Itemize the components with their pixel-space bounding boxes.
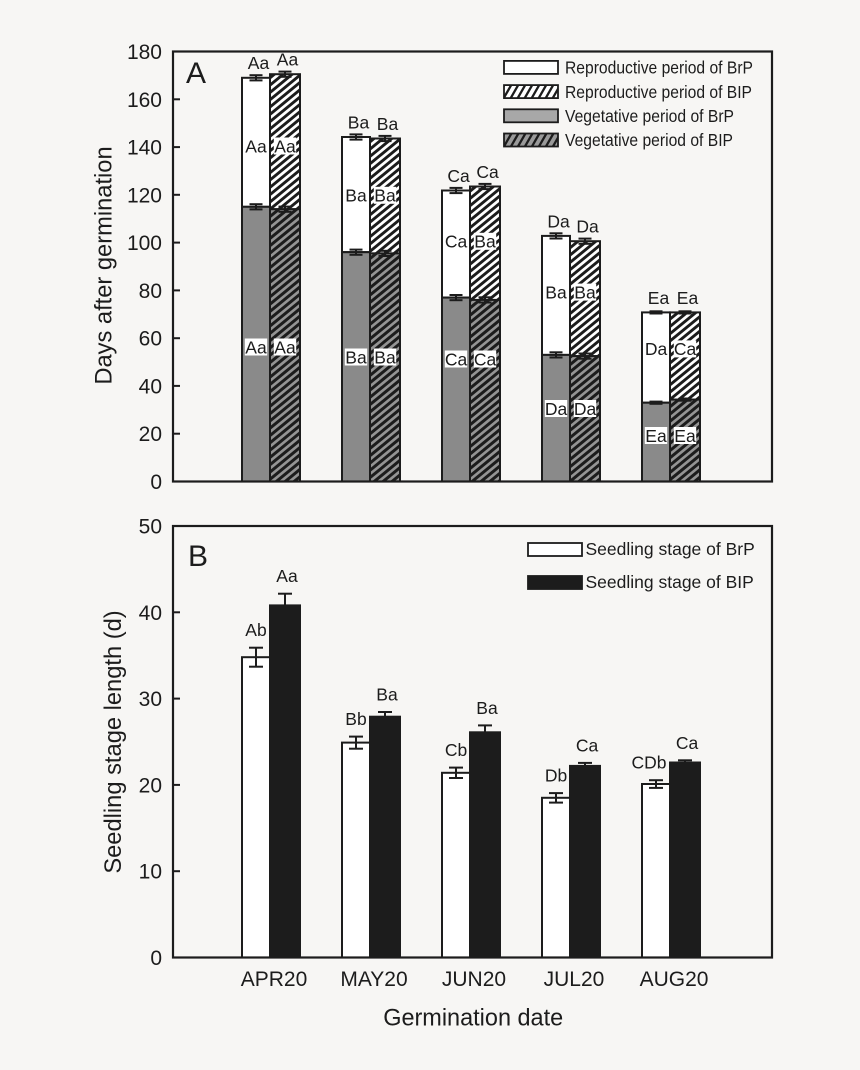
svg-text:Seedling stage length (d): Seedling stage length (d) <box>101 610 127 873</box>
svg-text:CDb: CDb <box>631 753 666 773</box>
svg-text:A: A <box>186 57 206 90</box>
svg-text:Ab: Ab <box>245 620 266 640</box>
svg-text:Ba: Ba <box>348 112 370 132</box>
svg-text:140: 140 <box>127 137 162 160</box>
svg-text:Ba: Ba <box>377 114 399 134</box>
svg-text:Ca: Ca <box>445 232 468 252</box>
svg-text:Ea: Ea <box>645 426 667 446</box>
svg-text:Days after germination: Days after germination <box>91 146 117 384</box>
svg-text:Ba: Ba <box>474 232 496 252</box>
svg-text:Vegetative period of BrP: Vegetative period of BrP <box>565 106 734 126</box>
svg-text:160: 160 <box>127 89 162 112</box>
svg-text:Da: Da <box>645 339 668 359</box>
svg-text:Aa: Aa <box>245 337 267 357</box>
svg-text:80: 80 <box>139 280 162 303</box>
svg-text:Ca: Ca <box>676 733 699 753</box>
svg-text:Ca: Ca <box>447 166 470 186</box>
svg-text:Ca: Ca <box>576 735 599 755</box>
svg-text:B: B <box>188 540 208 573</box>
svg-text:0: 0 <box>150 471 162 494</box>
svg-text:MAY20: MAY20 <box>340 968 407 991</box>
svg-text:Aa: Aa <box>274 337 296 357</box>
svg-text:20: 20 <box>139 774 162 797</box>
svg-text:Seedling stage of BIP: Seedling stage of BIP <box>586 572 754 592</box>
svg-text:40: 40 <box>139 375 162 398</box>
svg-text:180: 180 <box>127 41 162 64</box>
svg-text:Ba: Ba <box>345 186 367 206</box>
svg-text:APR20: APR20 <box>241 968 308 991</box>
svg-text:100: 100 <box>127 232 162 255</box>
svg-text:AUG20: AUG20 <box>640 968 709 991</box>
svg-text:Ca: Ca <box>674 339 697 359</box>
svg-text:40: 40 <box>139 602 162 625</box>
svg-text:Aa: Aa <box>274 136 296 156</box>
svg-text:Ba: Ba <box>545 282 567 302</box>
svg-text:Ba: Ba <box>374 186 396 206</box>
svg-text:Ba: Ba <box>574 282 596 302</box>
svg-text:Aa: Aa <box>248 53 270 73</box>
svg-text:Seedling stage of BrP: Seedling stage of BrP <box>586 539 755 559</box>
svg-text:Vegetative period of BIP: Vegetative period of BIP <box>565 130 733 150</box>
svg-text:Ea: Ea <box>648 288 670 308</box>
svg-text:Cb: Cb <box>445 740 467 760</box>
svg-text:Germination date: Germination date <box>383 1006 563 1032</box>
svg-text:Da: Da <box>576 217 599 237</box>
svg-text:JUN20: JUN20 <box>442 968 506 991</box>
svg-text:Db: Db <box>545 766 567 786</box>
svg-text:60: 60 <box>139 328 162 351</box>
svg-text:Aa: Aa <box>245 136 267 156</box>
svg-text:Ba: Ba <box>345 347 367 367</box>
svg-text:Bb: Bb <box>345 709 366 729</box>
svg-text:Ca: Ca <box>476 162 499 182</box>
svg-text:120: 120 <box>127 184 162 207</box>
svg-text:Ea: Ea <box>677 288 699 308</box>
svg-text:30: 30 <box>139 688 162 711</box>
svg-text:20: 20 <box>139 423 162 446</box>
svg-text:Ba: Ba <box>376 685 398 705</box>
svg-text:JUL20: JUL20 <box>544 968 605 991</box>
svg-text:Reproductive period of BIP: Reproductive period of BIP <box>565 82 752 102</box>
svg-text:Ea: Ea <box>674 426 696 446</box>
svg-text:10: 10 <box>139 861 162 884</box>
svg-text:Da: Da <box>545 399 568 419</box>
svg-text:Ba: Ba <box>476 698 498 718</box>
svg-text:Da: Da <box>547 211 570 231</box>
svg-text:0: 0 <box>150 947 162 970</box>
svg-text:Reproductive period of BrP: Reproductive period of BrP <box>565 58 753 78</box>
svg-text:Aa: Aa <box>276 566 298 586</box>
svg-text:50: 50 <box>139 516 162 539</box>
svg-text:Aa: Aa <box>277 50 299 70</box>
svg-text:Da: Da <box>574 399 597 419</box>
svg-text:Ba: Ba <box>374 347 396 367</box>
svg-text:Ca: Ca <box>474 349 497 369</box>
svg-text:Ca: Ca <box>445 349 468 369</box>
